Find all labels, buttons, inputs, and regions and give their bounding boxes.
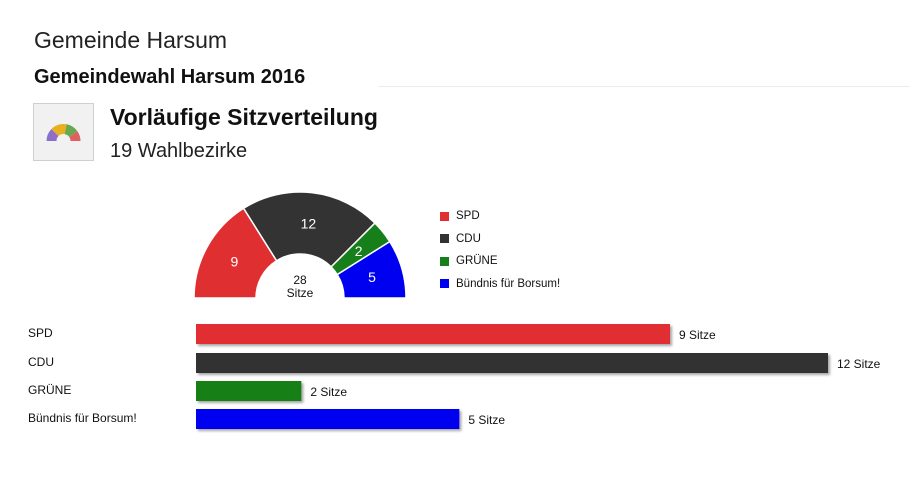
- center-total-value: 28: [293, 273, 307, 287]
- bar-buendnis-fuer-borsum: [196, 409, 460, 429]
- bar-value-label-spd: 9 Sitze: [679, 328, 716, 342]
- bar-category-gruene: GRÜNE: [28, 383, 71, 397]
- chart-district-count: 19 Wahlbezirke: [110, 140, 248, 162]
- legend-swatch-cdu: [440, 234, 449, 244]
- legend-label-spd: SPD: [456, 210, 480, 223]
- slice-label-spd: 9: [230, 254, 238, 270]
- municipality-title: Gemeinde Harsum: [34, 27, 228, 53]
- slice-label-buendnis-fuer-borsum: 5: [368, 269, 376, 285]
- bar-value-label-cdu: 12 Sitze: [837, 357, 881, 371]
- header-divider: [378, 86, 910, 87]
- chart-legend: SPD CDU GRÜNE Bündnis für Borsum!: [440, 205, 560, 295]
- slice-buendnis-fuer-borsum: [336, 240, 407, 299]
- legend-swatch-buendnis: [440, 279, 449, 289]
- slice-label-gruene: 2: [355, 243, 363, 259]
- bar-cdu: [196, 353, 828, 373]
- legend-swatch-spd: [440, 211, 449, 221]
- bar-value-label-gruene: 2 Sitze: [310, 385, 347, 399]
- legend-label-cdu: CDU: [456, 232, 481, 245]
- legend-swatch-gruene: [440, 256, 449, 266]
- legend-item-cdu: CDU: [440, 228, 560, 251]
- legend-label-gruene: GRÜNE: [456, 255, 498, 268]
- election-title: Gemeindewahl Harsum 2016: [34, 66, 306, 88]
- slice-cdu: [242, 191, 377, 268]
- bar-gruene: [196, 381, 302, 401]
- center-total-label: Sitze: [287, 286, 314, 300]
- slice-label-cdu: 12: [301, 215, 317, 231]
- legend-item-spd: SPD: [440, 205, 560, 228]
- bar-value-label-buendnis-fuer-borsum: 5 Sitze: [468, 413, 505, 427]
- chart-subtitle: Vorläufige Sitzverteilung: [110, 104, 378, 130]
- legend-item-gruene: GRÜNE: [440, 250, 560, 273]
- bar-category-spd: SPD: [28, 326, 53, 340]
- bar-category-cdu: CDU: [28, 355, 54, 369]
- bar-category-buendnis-fuer-borsum: Bündnis für Borsum!: [28, 411, 137, 425]
- bar-spd: [196, 324, 670, 344]
- legend-item-buendnis: Bündnis für Borsum!: [440, 273, 560, 296]
- parliament-chart-icon: [33, 103, 94, 161]
- legend-label-buendnis: Bündnis für Borsum!: [456, 277, 561, 290]
